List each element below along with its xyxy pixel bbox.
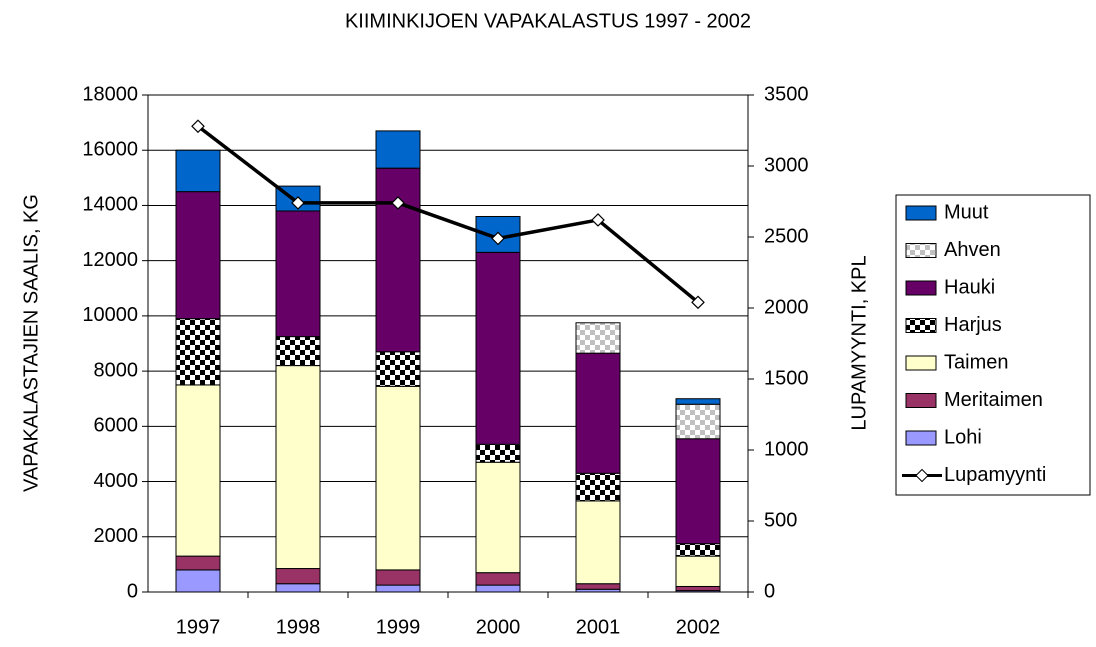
x-tick-label: 2002 xyxy=(676,616,721,638)
bar-segment xyxy=(175,555,221,571)
legend-swatch xyxy=(905,243,937,258)
y-tick-label: 12000 xyxy=(82,249,138,271)
line-marker xyxy=(291,196,305,210)
y2-tick-label: 3500 xyxy=(764,83,809,105)
y2-tick-label: 2500 xyxy=(764,225,809,247)
legend-label: Ahven xyxy=(944,239,1001,261)
bar-segment xyxy=(275,336,321,367)
y2-tick-label: 1000 xyxy=(764,438,809,460)
x-tick-label: 1997 xyxy=(176,616,221,638)
x-tick-label: 2000 xyxy=(476,616,521,638)
bar-segment xyxy=(675,585,721,592)
y-axis-label: VAPAKALASTAJIEN SAALIS, KG xyxy=(20,194,42,492)
bar-segment xyxy=(675,555,721,587)
bar-segment xyxy=(475,461,521,574)
legend-label: Lohi xyxy=(944,426,982,448)
bar-segment xyxy=(475,572,521,586)
bar-segment xyxy=(275,583,321,593)
y-tick-label: 8000 xyxy=(94,359,139,381)
x-tick-label: 2001 xyxy=(576,616,621,638)
bar-segment xyxy=(475,443,521,463)
line-series xyxy=(196,124,700,304)
y-tick-label: 14000 xyxy=(82,194,138,216)
bar-segment xyxy=(175,384,221,557)
x-tick-label: 1998 xyxy=(276,616,321,638)
y2-tick-label: 3000 xyxy=(764,154,809,176)
y-tick-label: 10000 xyxy=(82,304,138,326)
bar-segment xyxy=(675,543,721,557)
bar-segment xyxy=(175,569,221,593)
bar-segment xyxy=(475,251,521,445)
bar-segment xyxy=(375,167,421,353)
bar-segment xyxy=(175,191,221,320)
legend-label: Meritaimen xyxy=(944,389,1043,411)
legend-swatch xyxy=(905,280,937,296)
bar-segment xyxy=(675,398,721,405)
y2-tick-label: 500 xyxy=(764,509,797,531)
bar-segment xyxy=(175,149,221,193)
bar-segment xyxy=(375,584,421,593)
legend-swatch xyxy=(905,430,937,446)
y2-tick-label: 2000 xyxy=(764,296,809,318)
legend-label: Harjus xyxy=(944,314,1002,336)
line-marker xyxy=(691,295,705,310)
bar-segment xyxy=(575,352,621,474)
y2-tick-label: 1500 xyxy=(764,367,809,389)
bar-segment xyxy=(475,584,521,593)
chart-title: KIIMINKIJOEN VAPAKALASTUS 1997 - 2002 xyxy=(345,10,751,32)
legend-swatch xyxy=(905,318,937,333)
bar-segment xyxy=(175,318,221,386)
bar-segment xyxy=(375,385,421,571)
x-tick-label: 1999 xyxy=(376,616,421,638)
line-marker xyxy=(391,196,405,210)
bar-segment xyxy=(675,438,721,545)
bar-segment xyxy=(275,365,321,570)
bar-segment xyxy=(675,403,721,440)
legend-label: Lupamyynti xyxy=(944,464,1046,486)
bar-segment xyxy=(375,569,421,586)
bar-segment xyxy=(575,500,621,585)
legend-swatch xyxy=(905,355,937,371)
y2-tick-label: 0 xyxy=(764,580,775,602)
bar-segment xyxy=(575,322,621,354)
legend-label: Taimen xyxy=(944,351,1008,373)
y-tick-label: 18000 xyxy=(82,83,138,105)
legend-marker xyxy=(915,468,929,483)
legend-label: Muut xyxy=(944,201,989,223)
bar-segment xyxy=(275,210,321,338)
line-marker xyxy=(491,231,505,246)
line-marker xyxy=(191,119,205,134)
y-tick-label: 2000 xyxy=(94,525,139,547)
bar-segment xyxy=(375,351,421,387)
legend-label: Hauki xyxy=(944,276,995,298)
y2-axis-label: LUPAMYYNTI, KPL xyxy=(848,255,870,430)
y-tick-label: 0 xyxy=(127,580,138,602)
legend-swatch xyxy=(905,205,937,221)
bar-segment xyxy=(575,583,621,590)
legend-swatch xyxy=(905,393,937,408)
bar-segment xyxy=(275,568,321,585)
y-tick-label: 4000 xyxy=(94,470,139,492)
line-marker xyxy=(591,213,605,227)
y-tick-label: 6000 xyxy=(94,415,139,437)
y-tick-label: 16000 xyxy=(82,139,138,161)
bar-segment xyxy=(575,472,621,502)
bar-segment xyxy=(375,130,421,169)
